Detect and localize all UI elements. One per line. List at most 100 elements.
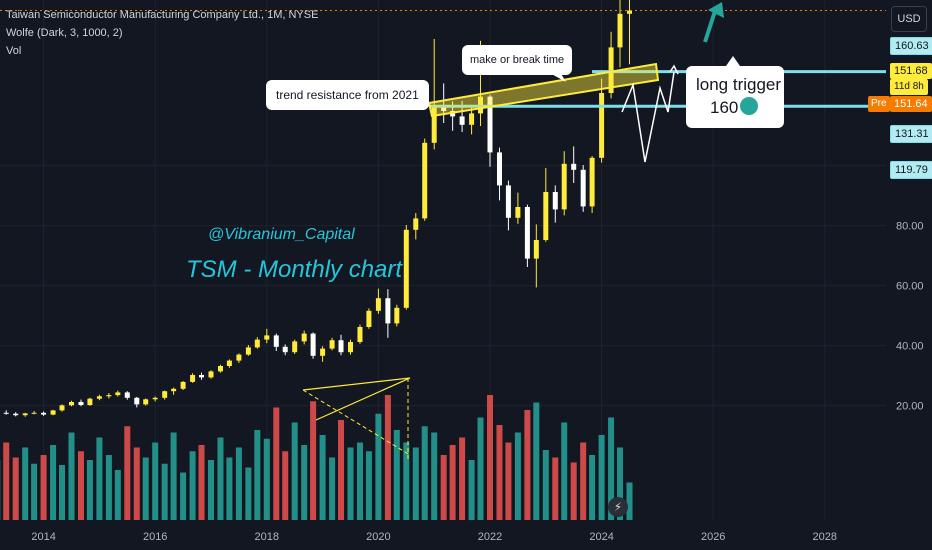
volume-bar — [59, 465, 66, 520]
candle-body — [41, 412, 47, 415]
candle-body — [13, 413, 19, 416]
volume-bar — [514, 432, 521, 520]
x-tick-label: 2022 — [478, 531, 502, 543]
pre-market-tag: Pre — [868, 96, 890, 112]
lightning-icon[interactable]: ⚡ — [608, 497, 628, 517]
projected-arrowhead — [669, 64, 679, 75]
candle-body — [3, 412, 9, 414]
volume-bar — [375, 413, 382, 520]
volume-bar — [468, 460, 475, 520]
candle-body — [599, 93, 605, 158]
candle-body — [106, 395, 112, 397]
candle-body — [515, 207, 521, 218]
x-tick-label: 2020 — [366, 531, 390, 543]
candle-body — [589, 157, 595, 207]
long-trigger-callout[interactable]: long trigger 160 — [686, 66, 784, 128]
trend-resistance-callout[interactable]: trend resistance from 2021 — [266, 80, 429, 110]
candle-body — [348, 342, 353, 353]
volume-bar — [254, 430, 261, 520]
indicator-legend[interactable]: Wolfe (Dark, 3, 1000, 2) — [6, 27, 123, 39]
candle-body — [264, 335, 270, 340]
candle-body — [422, 142, 428, 219]
volume-bar — [384, 395, 391, 520]
countdown-label: 11d 8h — [890, 79, 928, 95]
candle-body — [403, 229, 409, 308]
long-trigger-text: long trigger — [696, 75, 782, 94]
candle-body — [208, 371, 214, 378]
candle-body — [171, 388, 177, 392]
up-arrow-icon — [708, 2, 724, 18]
volume-bar — [226, 457, 233, 520]
volume-bar — [626, 482, 633, 520]
candle-body — [366, 310, 372, 327]
candle-body — [22, 413, 28, 416]
x-tick-label: 2016 — [143, 531, 167, 543]
candle-body — [31, 412, 37, 414]
volume-bar — [542, 450, 549, 520]
candle-body — [152, 397, 158, 400]
candle-body — [226, 360, 232, 366]
candle-body — [78, 402, 84, 405]
volume-bar — [68, 432, 75, 520]
volume-bar — [347, 447, 354, 520]
candle-body — [310, 333, 316, 356]
candle-body — [59, 405, 65, 411]
volume-bar — [50, 445, 57, 520]
volume-bar — [170, 432, 177, 520]
candle-body — [124, 392, 130, 398]
volume-bar — [217, 437, 224, 520]
candle-body — [292, 341, 298, 353]
candle-body — [254, 339, 260, 348]
candle-body — [617, 13, 623, 48]
currency-button[interactable]: USD — [891, 6, 927, 32]
candle-body — [50, 410, 56, 415]
volume-bar — [3, 442, 10, 520]
candle-body — [96, 396, 102, 399]
volume-bar — [403, 442, 410, 520]
volume-bar — [208, 460, 214, 520]
volume-bar — [124, 426, 131, 520]
candle-body — [329, 340, 335, 349]
candle-body — [413, 218, 419, 230]
volume-legend[interactable]: Vol — [6, 45, 22, 57]
volume-bar — [524, 410, 531, 520]
volume-bar — [12, 457, 19, 520]
volume-bar — [477, 417, 484, 520]
candle-body — [533, 240, 539, 259]
candle-body — [505, 185, 511, 218]
volume-bar — [365, 451, 372, 520]
candle-body — [394, 307, 400, 324]
volume-bar — [180, 472, 187, 520]
candle-body — [134, 397, 140, 405]
candle-body — [469, 113, 475, 125]
candle-body — [190, 375, 196, 382]
price-label-160: 160.63 — [890, 37, 932, 55]
volume-bar — [22, 447, 29, 520]
volume-bar — [338, 420, 345, 520]
candle-body — [180, 381, 186, 389]
volume-bar — [608, 417, 615, 520]
candle-body — [245, 347, 251, 355]
volume-bar — [393, 430, 400, 520]
wolfe-wedge — [302, 377, 411, 421]
candle-body — [217, 366, 223, 372]
volume-bar — [152, 442, 159, 520]
volume-bar — [533, 402, 540, 520]
volume-bar — [105, 455, 112, 520]
candle-body — [552, 192, 558, 210]
volume-bar — [96, 437, 103, 520]
candle-body — [236, 354, 242, 361]
trend-resistance-channel — [427, 62, 660, 118]
price-label-131: 131.31 — [890, 125, 932, 143]
candle-body — [561, 163, 567, 210]
last-price-label: 151.68 — [890, 63, 932, 79]
volume-bar — [273, 407, 280, 520]
candle-body — [69, 402, 74, 406]
candle-body — [431, 107, 437, 143]
y-tick-label: 60.00 — [896, 281, 924, 293]
candle-body — [357, 327, 363, 342]
volume-bar — [263, 438, 270, 520]
make-or-break-callout[interactable]: make or break time — [462, 45, 573, 75]
